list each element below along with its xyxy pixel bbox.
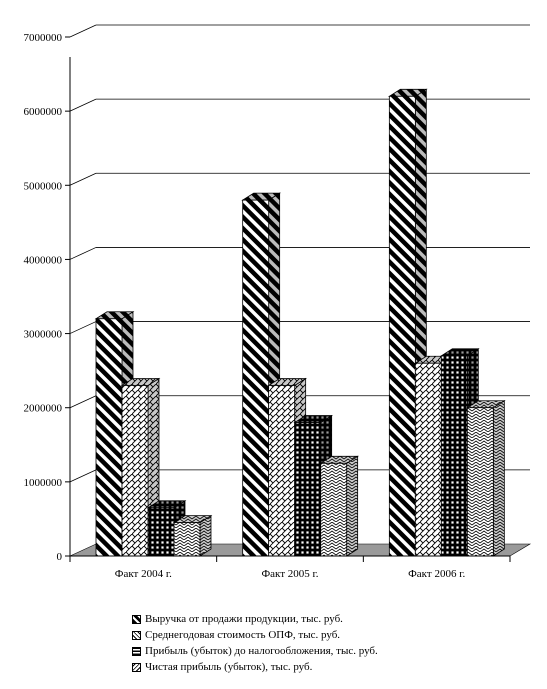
- legend-swatch: [132, 630, 141, 640]
- bar: [319, 455, 360, 557]
- legend-swatch: [132, 662, 141, 672]
- gridline-depth: [69, 247, 97, 260]
- gridline-depth: [69, 469, 97, 483]
- legend-entry: Прибыль (убыток) до налогообложения, тыс…: [132, 644, 532, 658]
- bar-front: [173, 522, 201, 557]
- bar-front: [320, 462, 348, 557]
- bar-side: [492, 399, 505, 557]
- bar-front: [414, 362, 442, 557]
- y-axis-layer: 0 1000000 2000000 3000000 4000000 5000000 6000…: [24, 32, 71, 563]
- gridline-depth: [69, 24, 97, 38]
- y-tick-label: 3000000: [24, 329, 63, 341]
- bar-front: [388, 95, 416, 557]
- gridline-depth: [69, 98, 97, 112]
- gridline-depth: [69, 395, 97, 409]
- legend-label: Прибыль (убыток) до налогообложения, тыс…: [145, 645, 378, 657]
- gridline-depth: [69, 321, 97, 334]
- x-axis-layer: Факт 2004 г. Факт 2005 г. Факт 2006 г.: [69, 555, 511, 580]
- bar-front: [147, 507, 175, 557]
- bar-front: [294, 422, 322, 557]
- legend-label: Чистая прибыль (убыток), тыс. руб.: [145, 661, 313, 673]
- bar: [172, 514, 213, 557]
- legend-entry: Среднегодовая стоимость ОПФ, тыс. руб.: [132, 628, 532, 642]
- legend-entry: Чистая прибыль (убыток), тыс. руб.: [132, 660, 532, 674]
- legend-swatch: [132, 646, 141, 656]
- bar-front: [440, 355, 468, 557]
- y-tick-label: 6000000: [24, 106, 63, 118]
- y-tick-label: 0: [57, 551, 63, 563]
- bars-layer: [94, 88, 506, 557]
- legend-label: Выручка от продажи продукции, тыс. руб.: [145, 613, 343, 625]
- y-tick-label: 7000000: [24, 32, 63, 44]
- y-tick-label: 2000000: [24, 403, 63, 415]
- x-tick-label: Факт 2006 г.: [408, 568, 465, 580]
- y-tick-label: 4000000: [24, 254, 63, 266]
- legend-entry: Выручка от продажи продукции, тыс. руб.: [132, 612, 532, 626]
- legend-swatch: [132, 614, 141, 624]
- bar-front: [95, 318, 123, 557]
- y-tick-label: 5000000: [24, 180, 63, 192]
- legend-label: Среднегодовая стоимость ОПФ, тыс. руб.: [145, 629, 341, 641]
- x-tick-label: Факт 2005 г.: [261, 568, 318, 580]
- bar-front: [121, 385, 149, 557]
- bar-side: [346, 455, 359, 557]
- bar-front: [268, 385, 296, 557]
- x-tick-label: Факт 2004 г.: [115, 568, 172, 580]
- legend: Выручка от продажи продукции, тыс. руб. С…: [132, 612, 532, 676]
- bar-front: [466, 407, 494, 557]
- bar: [465, 399, 506, 557]
- bar-front: [242, 199, 270, 557]
- gridline-depth: [69, 172, 97, 186]
- y-tick-label: 1000000: [24, 477, 63, 489]
